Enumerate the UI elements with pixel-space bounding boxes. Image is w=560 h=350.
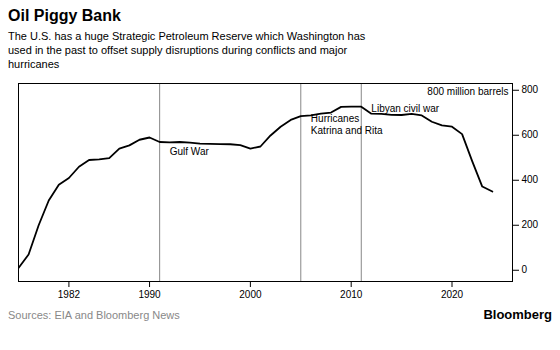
svg-text:Libyan civil war: Libyan civil war (371, 103, 439, 114)
svg-text:2020: 2020 (441, 289, 464, 300)
html-text:Bloomberg: Bloomberg (483, 307, 552, 322)
svg-text:800 million barrels: 800 million barrels (427, 86, 508, 97)
svg-text:200: 200 (522, 219, 539, 230)
svg-text:600: 600 (522, 129, 539, 140)
svg-text:Gulf War: Gulf War (170, 146, 210, 157)
svg-text:800: 800 (522, 84, 539, 95)
html-text:Sources: EIA and Bloomberg New: Sources: EIA and Bloomberg News (8, 309, 180, 321)
html-text:Oil Piggy Bank: Oil Piggy Bank (8, 7, 121, 24)
svg-text:400: 400 (522, 174, 539, 185)
svg-text:2010: 2010 (340, 289, 363, 300)
html-text:The U.S. has a huge Strategic: The U.S. has a huge Strategic Petroleum … (8, 30, 366, 70)
svg-text:2000: 2000 (239, 289, 262, 300)
svg-text:HurricanesKatrina and Rita: HurricanesKatrina and Rita (311, 113, 383, 136)
svg-text:0: 0 (522, 264, 528, 275)
svg-text:1982: 1982 (58, 289, 81, 300)
svg-text:1990: 1990 (138, 289, 161, 300)
